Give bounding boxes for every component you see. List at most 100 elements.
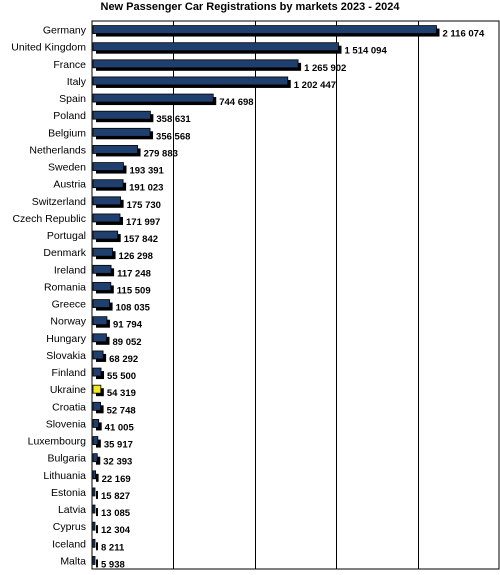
category-label: Czech Republic bbox=[12, 213, 86, 225]
value-label: 15 827 bbox=[101, 491, 130, 502]
value-label: 193 391 bbox=[129, 166, 164, 177]
bar bbox=[92, 504, 96, 514]
bar bbox=[92, 487, 96, 497]
category-label: Cyprus bbox=[53, 521, 86, 533]
bar bbox=[92, 282, 112, 291]
bar-shadow bbox=[96, 542, 98, 551]
value-label: 356 568 bbox=[156, 131, 190, 142]
bar bbox=[92, 384, 102, 394]
category-label: Netherlands bbox=[29, 144, 86, 156]
bar bbox=[92, 316, 108, 326]
category-label: Portugal bbox=[47, 230, 86, 242]
bar bbox=[92, 76, 289, 86]
value-label: 12 304 bbox=[101, 525, 131, 536]
bar bbox=[92, 59, 299, 69]
bar bbox=[92, 179, 124, 189]
value-label: 117 248 bbox=[117, 268, 151, 279]
category-label: Austria bbox=[53, 179, 86, 191]
value-label: 358 631 bbox=[156, 114, 191, 125]
value-label: 89 052 bbox=[112, 337, 141, 348]
bar-shadow bbox=[96, 456, 101, 465]
bar-shadow bbox=[96, 508, 98, 517]
category-label: Latvia bbox=[58, 504, 86, 516]
bar bbox=[92, 401, 101, 411]
category-label: United Kingdom bbox=[11, 42, 86, 54]
category-label: Ireland bbox=[54, 264, 86, 276]
value-label: 126 298 bbox=[119, 251, 153, 262]
value-label: 91 794 bbox=[113, 320, 143, 331]
chart-title: New Passenger Car Registrations by marke… bbox=[100, 1, 400, 13]
category-label: Romania bbox=[44, 281, 86, 293]
value-label: 32 393 bbox=[103, 457, 132, 468]
bar-shadow bbox=[96, 439, 101, 448]
bar bbox=[92, 333, 107, 343]
value-label: 175 730 bbox=[127, 200, 161, 211]
value-label: 41 005 bbox=[105, 422, 135, 433]
bar bbox=[92, 521, 96, 531]
value-label: 1 514 094 bbox=[344, 46, 387, 57]
value-label: 68 292 bbox=[109, 354, 138, 365]
category-label: Slovenia bbox=[46, 418, 86, 430]
bar bbox=[92, 145, 138, 154]
value-label: 157 842 bbox=[124, 234, 158, 245]
category-label: Spain bbox=[59, 93, 86, 105]
category-label: France bbox=[53, 59, 86, 71]
bar bbox=[92, 196, 122, 206]
value-label: 8 211 bbox=[101, 542, 125, 553]
bar bbox=[92, 127, 151, 137]
bar bbox=[92, 110, 151, 120]
category-label: Sweden bbox=[48, 162, 86, 174]
value-label: 191 023 bbox=[129, 183, 163, 194]
bar bbox=[92, 42, 339, 52]
plot-frame bbox=[91, 20, 500, 570]
bar bbox=[92, 25, 437, 34]
bar bbox=[92, 93, 214, 103]
category-label: Bulgaria bbox=[47, 453, 86, 465]
category-label: Switzerland bbox=[32, 196, 86, 208]
value-label: 54 319 bbox=[107, 388, 136, 399]
value-label: 52 748 bbox=[107, 405, 136, 416]
value-label: 108 035 bbox=[116, 303, 151, 314]
value-label: 1 265 902 bbox=[304, 63, 346, 74]
value-label: 115 509 bbox=[117, 285, 151, 296]
bar bbox=[92, 299, 110, 308]
category-label: Iceland bbox=[52, 538, 86, 550]
bar bbox=[92, 162, 124, 171]
category-label: Norway bbox=[50, 316, 86, 328]
bar-shadow bbox=[96, 559, 98, 568]
value-label: 5 938 bbox=[101, 559, 125, 570]
bar bbox=[92, 436, 99, 445]
category-label: Malta bbox=[60, 555, 86, 567]
value-label: 279 883 bbox=[144, 148, 178, 159]
category-label: Lithuania bbox=[43, 470, 86, 482]
category-label: Luxembourg bbox=[28, 436, 87, 448]
labels-layer: Germany 2 116 074 United Kingdom 1 514 094 F… bbox=[11, 25, 485, 571]
bar bbox=[92, 350, 104, 360]
bar bbox=[92, 247, 113, 257]
category-label: Hungary bbox=[46, 333, 86, 345]
bar-shadow bbox=[96, 490, 98, 499]
value-label: 55 500 bbox=[107, 371, 136, 382]
category-label: Finland bbox=[52, 367, 87, 379]
value-label: 22 169 bbox=[102, 474, 131, 485]
category-label: Poland bbox=[53, 110, 86, 122]
bar bbox=[92, 453, 98, 463]
category-label: Germany bbox=[43, 25, 87, 37]
value-label: 35 917 bbox=[104, 440, 133, 451]
bar-shadow bbox=[96, 525, 98, 534]
bar-shadow bbox=[96, 473, 99, 482]
bar bbox=[92, 419, 100, 428]
category-label: Croatia bbox=[52, 401, 86, 413]
category-label: Ukraine bbox=[50, 384, 86, 396]
category-label: Belgium bbox=[48, 127, 86, 139]
category-label: Italy bbox=[67, 76, 87, 88]
bar bbox=[92, 367, 102, 377]
grid-layer bbox=[91, 20, 500, 570]
bar bbox=[92, 213, 121, 223]
value-label: 13 085 bbox=[101, 508, 131, 519]
bars-layer bbox=[92, 25, 440, 568]
category-label: Denmark bbox=[43, 247, 86, 259]
category-label: Slovakia bbox=[46, 350, 86, 362]
bar bbox=[92, 556, 96, 565]
